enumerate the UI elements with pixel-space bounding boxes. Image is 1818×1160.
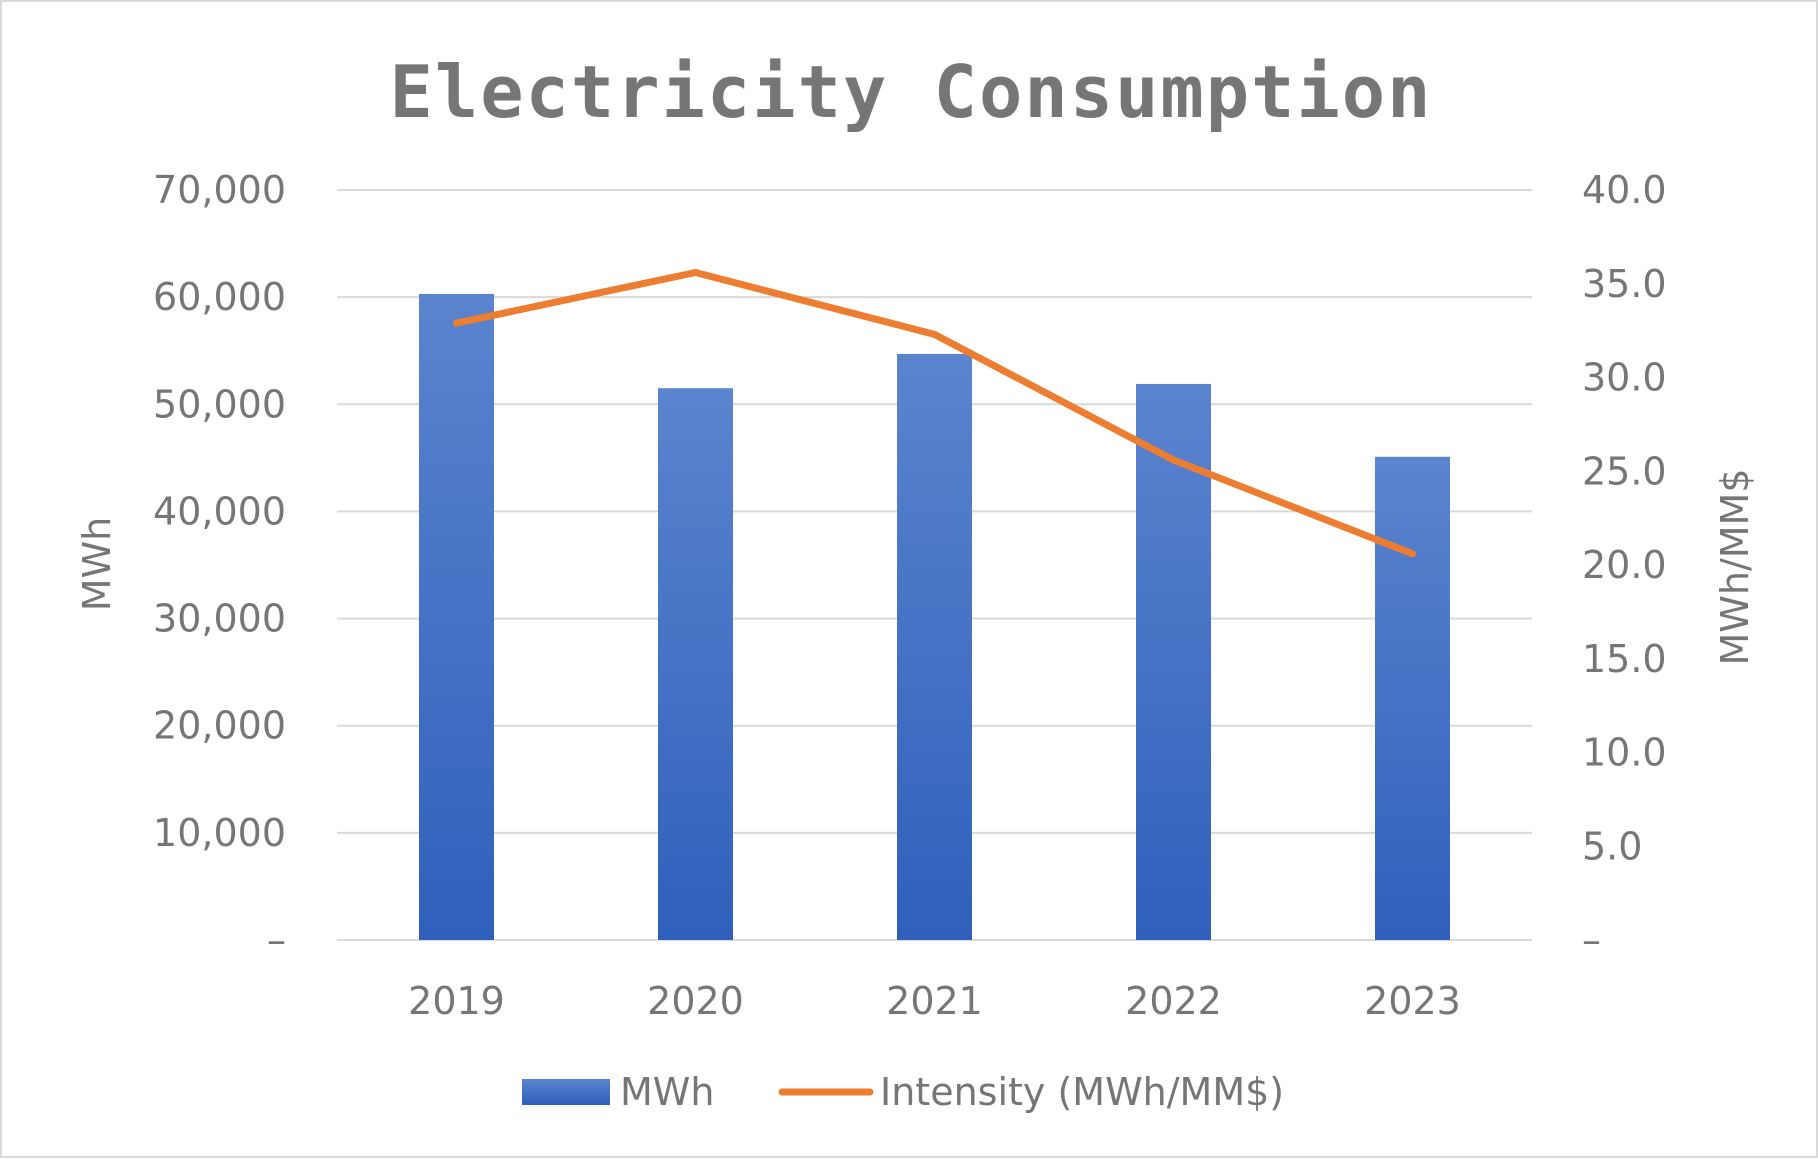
left-axis-title: MWh bbox=[75, 517, 119, 611]
x-tick-label: 2022 bbox=[1125, 979, 1222, 1023]
line-series bbox=[453, 269, 1416, 558]
intensity-point-2020 bbox=[692, 269, 699, 276]
right-axis-title: MWh/MM$ bbox=[1713, 469, 1757, 666]
legend-label-bar: MWh bbox=[620, 1070, 714, 1114]
bar-2023 bbox=[1375, 456, 1450, 940]
bar-2022 bbox=[1136, 383, 1211, 940]
intensity-point-2019 bbox=[453, 319, 460, 327]
x-tick-label: 2019 bbox=[408, 979, 505, 1023]
x-tick-label: 2020 bbox=[647, 979, 744, 1023]
left-tick-label: – bbox=[267, 918, 286, 962]
bar-2021 bbox=[897, 353, 972, 940]
left-tick-label: 30,000 bbox=[153, 597, 286, 641]
left-tick-label: 60,000 bbox=[153, 275, 286, 319]
intensity-point-2023 bbox=[1409, 550, 1416, 558]
legend-label-line: Intensity (MWh/MM$) bbox=[880, 1070, 1284, 1114]
legend: MWh Intensity (MWh/MM$) bbox=[522, 1070, 1284, 1114]
right-tick-label: 35.0 bbox=[1582, 262, 1667, 306]
left-tick-label: 20,000 bbox=[153, 704, 286, 748]
bar-2020 bbox=[658, 388, 733, 940]
legend-swatch-bar bbox=[522, 1079, 610, 1105]
right-tick-label: 20.0 bbox=[1582, 543, 1667, 587]
left-tick-label: 70,000 bbox=[153, 168, 286, 212]
bar-2019 bbox=[419, 293, 494, 940]
left-axis-ticks: – 10,000 20,000 30,000 40,000 50,000 60,000 70,… bbox=[153, 168, 286, 962]
right-tick-label: 15.0 bbox=[1582, 637, 1667, 681]
right-tick-label: 5.0 bbox=[1582, 824, 1642, 868]
chart-title: Electricity Consumption bbox=[390, 50, 1433, 134]
x-tick-label: 2021 bbox=[886, 979, 983, 1023]
right-tick-label: 40.0 bbox=[1582, 168, 1667, 212]
x-tick-label: 2023 bbox=[1364, 979, 1461, 1023]
right-tick-label: 30.0 bbox=[1582, 356, 1667, 400]
left-tick-label: 40,000 bbox=[153, 489, 286, 533]
right-tick-label: 10.0 bbox=[1582, 731, 1667, 775]
right-tick-label: 25.0 bbox=[1582, 449, 1667, 493]
bar-series bbox=[419, 293, 1450, 940]
x-axis-ticks: 2019 2020 2021 2022 2023 bbox=[408, 979, 1461, 1023]
left-tick-label: 50,000 bbox=[153, 382, 286, 426]
intensity-point-2022 bbox=[1170, 456, 1177, 464]
right-axis-ticks: – 5.0 10.0 15.0 20.0 25.0 30.0 35.0 40.0 bbox=[1582, 168, 1667, 962]
intensity-point-2021 bbox=[931, 330, 938, 338]
right-tick-label: – bbox=[1582, 918, 1601, 962]
left-tick-label: 10,000 bbox=[153, 811, 286, 855]
